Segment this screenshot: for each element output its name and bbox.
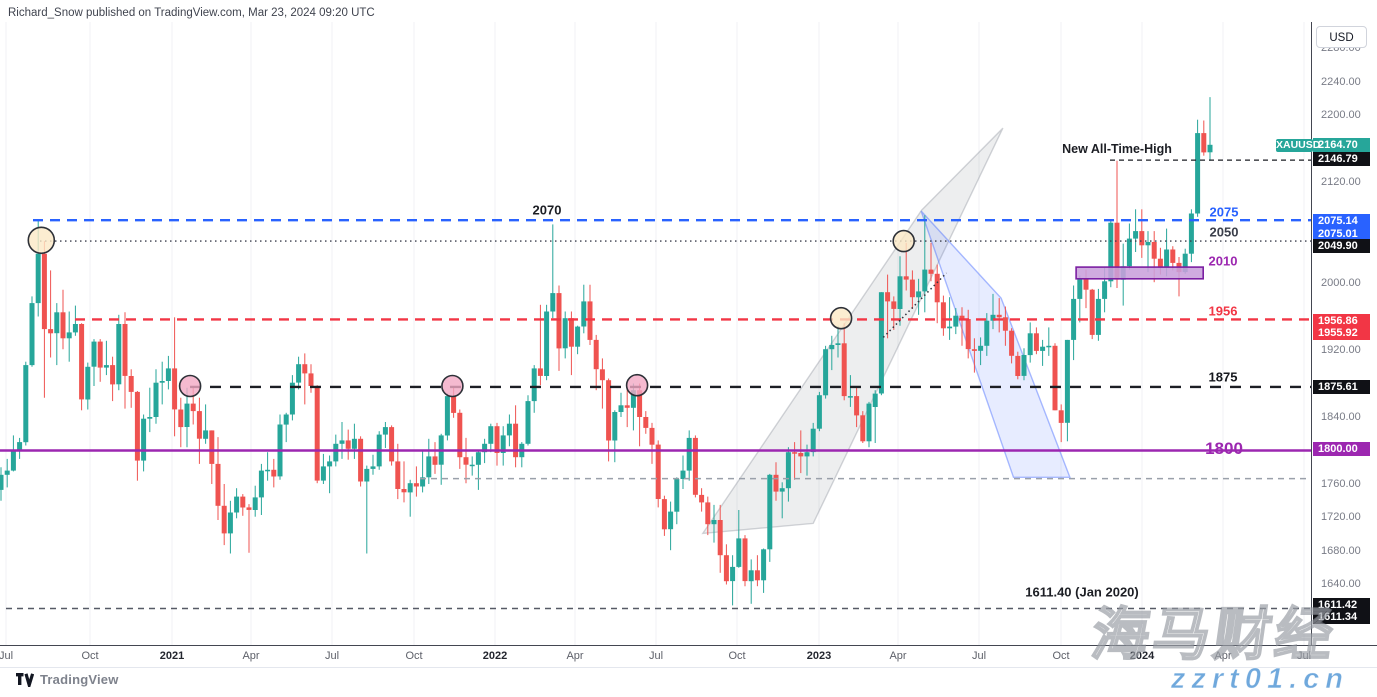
x-axis-tick: 2023 bbox=[806, 650, 832, 662]
tradingview-logo-icon[interactable] bbox=[16, 672, 34, 687]
price-level-label: 2049.90 bbox=[1313, 239, 1370, 253]
price-level-label: 1800.00 bbox=[1313, 442, 1370, 456]
event-circle-markers[interactable] bbox=[27, 226, 916, 398]
price-level-label: 2075.14 bbox=[1313, 214, 1370, 228]
y-axis-tick: 1640.00 bbox=[1321, 578, 1361, 590]
x-axis-tick: 2021 bbox=[159, 650, 185, 662]
currency-selector-button[interactable]: USD bbox=[1316, 26, 1367, 48]
x-axis-tick: 2024 bbox=[1129, 650, 1155, 662]
tradingview-brand-name[interactable]: TradingView bbox=[40, 672, 119, 687]
price-level-label: 1611.42 bbox=[1313, 598, 1370, 612]
x-axis-tick: Jul bbox=[971, 650, 987, 662]
support-zone-box[interactable] bbox=[1075, 266, 1204, 280]
price-level-label: 1955.92 bbox=[1313, 326, 1370, 340]
dotted-trendline[interactable] bbox=[882, 272, 948, 338]
candlestick-chart[interactable] bbox=[0, 0, 1311, 645]
x-axis-tick: Jul bbox=[1296, 650, 1312, 662]
y-axis-tick: 2240.00 bbox=[1321, 76, 1361, 88]
y-axis-tick: 1720.00 bbox=[1321, 511, 1361, 523]
chart-pane[interactable]: 2070 New All-Time-High 1611.40 (Jan 2020) 2… bbox=[0, 0, 1311, 645]
x-axis-tick: Jul bbox=[0, 650, 14, 662]
price-level-label: 2075.01 bbox=[1313, 227, 1370, 241]
publish-attribution: Richard_Snow published on TradingView.co… bbox=[8, 7, 375, 19]
price-level-label: 1611.34 bbox=[1313, 610, 1370, 624]
candlesticks[interactable] bbox=[0, 97, 1213, 606]
y-axis-tick: 1920.00 bbox=[1321, 344, 1361, 356]
price-level-label: 1956.86 bbox=[1313, 314, 1370, 328]
trend-channels[interactable] bbox=[701, 127, 1071, 535]
x-axis-tick: Apr bbox=[889, 650, 907, 662]
y-axis-tick: 2120.00 bbox=[1321, 176, 1361, 188]
y-axis-tick: 2200.00 bbox=[1321, 109, 1361, 121]
x-axis-tick: Apr bbox=[566, 650, 584, 662]
x-axis-tick: Oct bbox=[1052, 650, 1070, 662]
price-level-label: 1875.61 bbox=[1313, 380, 1370, 394]
time-axis[interactable]: Jul Oct 2021 Apr Jul Oct 2022 Apr Jul Oct 2023 Apr J… bbox=[0, 645, 1377, 668]
y-axis-tick: 1840.00 bbox=[1321, 411, 1361, 423]
price-axis[interactable]: 2280.00 2240.00 2200.00 2120.00 2000.00 1920.… bbox=[1311, 22, 1377, 645]
x-axis-tick: Jul bbox=[648, 650, 664, 662]
price-level-label: 2146.79 bbox=[1313, 152, 1370, 166]
price-level-label: 2164.70 bbox=[1313, 138, 1370, 152]
y-axis-tick: 1760.00 bbox=[1321, 478, 1361, 490]
x-axis-tick: Oct bbox=[405, 650, 423, 662]
footer-attribution: TradingView bbox=[16, 672, 119, 687]
x-axis-tick: Apr bbox=[242, 650, 260, 662]
x-axis-tick: Jul bbox=[324, 650, 340, 662]
y-axis-tick: 1680.00 bbox=[1321, 545, 1361, 557]
x-axis-tick: Apr bbox=[1214, 650, 1232, 662]
symbol-price-badge: XAUUSD bbox=[1276, 139, 1321, 152]
vertical-gridlines bbox=[5, 22, 1305, 645]
level-lines[interactable] bbox=[0, 159, 1311, 610]
y-axis-tick: 2000.00 bbox=[1321, 277, 1361, 289]
x-axis-tick: Oct bbox=[81, 650, 99, 662]
x-axis-tick: 2022 bbox=[482, 650, 508, 662]
x-axis-tick: Oct bbox=[728, 650, 746, 662]
